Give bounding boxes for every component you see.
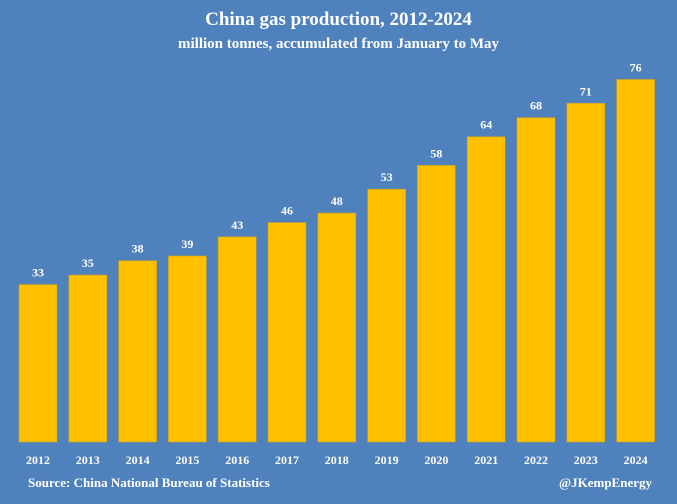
bar-2017	[267, 222, 307, 443]
data-label: 58	[430, 146, 442, 160]
x-tick-label: 2014	[126, 453, 150, 467]
x-tick-label: 2023	[574, 453, 598, 467]
x-tick-label: 2018	[325, 453, 349, 467]
chart-title: China gas production, 2012-2024	[205, 9, 472, 30]
x-tick-label: 2016	[225, 453, 249, 467]
x-tick-label: 2017	[275, 453, 299, 467]
bar-2016	[217, 236, 257, 443]
bar-2019	[367, 188, 406, 443]
data-label: 35	[82, 256, 94, 270]
data-label: 53	[381, 170, 393, 184]
data-label: 38	[132, 242, 144, 256]
bar-2020	[417, 165, 456, 443]
bar-2018	[317, 212, 357, 443]
data-label: 64	[480, 118, 492, 132]
bar-2012	[18, 284, 58, 443]
data-label: 39	[181, 237, 193, 251]
data-label: 76	[630, 60, 642, 74]
bar-2024	[616, 79, 655, 443]
data-label: 71	[580, 84, 592, 98]
x-tick-label: 2015	[175, 453, 199, 467]
source-note: Source: China National Bureau of Statist…	[28, 475, 270, 490]
x-tick-label: 2019	[375, 453, 399, 467]
x-tick-label: 2020	[424, 453, 448, 467]
chart-subtitle: million tonnes, accumulated from January…	[178, 36, 499, 52]
x-tick-label: 2013	[76, 453, 100, 467]
data-label: 46	[281, 204, 293, 218]
x-tick-label: 2012	[26, 453, 50, 467]
data-label: 33	[32, 266, 44, 280]
bar-2022	[516, 117, 556, 443]
bar-2014	[118, 260, 157, 443]
credit-note: @JKempEnergy	[559, 475, 652, 490]
x-tick-label: 2022	[524, 453, 548, 467]
bar-2023	[566, 103, 606, 443]
data-label: 48	[331, 194, 343, 208]
bar-2021	[466, 136, 506, 443]
bar-2015	[168, 255, 207, 443]
data-label: 68	[530, 99, 542, 113]
bar-2013	[68, 274, 108, 443]
x-tick-label: 2021	[474, 453, 498, 467]
data-label: 43	[231, 218, 243, 232]
x-tick-label: 2024	[624, 453, 648, 467]
